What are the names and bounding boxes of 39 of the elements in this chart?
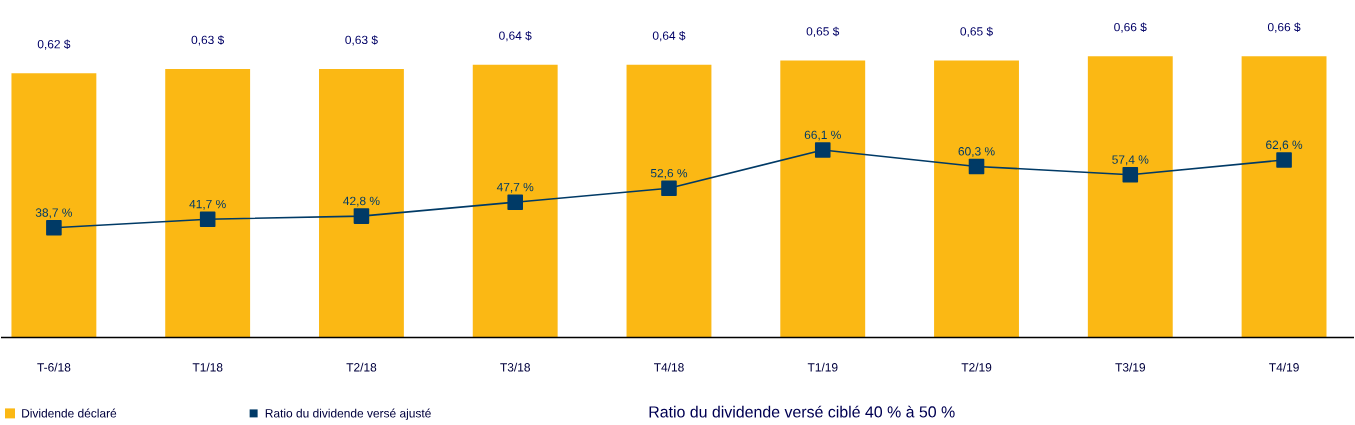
data-label: 0,66 $ [1114, 22, 1147, 33]
data-label: 57,4 % [1112, 155, 1149, 165]
x-tick-label: T2/19 [961, 362, 992, 372]
data-label: 41,7 % [189, 199, 226, 210]
legend-label: Dividende déclaré [22, 408, 117, 418]
point [199, 211, 216, 227]
point [814, 142, 831, 158]
data-label: 38,7 % [35, 208, 73, 219]
point [507, 194, 523, 210]
data-label: 0,64 $ [652, 30, 686, 42]
data-label: 0,63 $ [191, 35, 225, 46]
x-tick-label: T1/18 [192, 362, 223, 372]
x-tick-label: T4/18 [654, 362, 684, 372]
data-label: 0,63 $ [345, 35, 378, 46]
data-label: 0,65 $ [806, 26, 840, 37]
point [661, 180, 677, 196]
x-tick-label: T3/18 [500, 362, 530, 372]
point [1276, 151, 1292, 168]
legend-label: Ratio du dividende versé ajusté [265, 408, 431, 420]
data-label: 60,3 % [958, 146, 995, 157]
data-label: 42,8 % [343, 196, 380, 207]
point [46, 219, 62, 236]
x-tick-label: T1/19 [807, 362, 838, 372]
x-tick-label: T3/19 [1115, 362, 1146, 372]
data-label: 52,6 % [650, 168, 688, 179]
data-label: 62,6 % [1266, 140, 1303, 151]
data-label: 0,65 $ [960, 26, 993, 37]
data-label: 0,66 $ [1267, 22, 1301, 33]
point [353, 208, 370, 224]
data-label: 0,64 $ [499, 30, 532, 42]
point [1122, 166, 1139, 183]
x-tick-label: T-6/18 [37, 362, 71, 372]
data-label: 0,62 $ [37, 39, 71, 50]
x-tick-label: T2/18 [346, 362, 377, 372]
point [968, 158, 985, 175]
text: Ratio du dividende versé ciblé 40 % à 50 % [649, 405, 955, 418]
x-tick-label: T4/19 [1269, 362, 1299, 372]
data-label: 47,7 % [496, 182, 534, 193]
data-label: 66,1 % [804, 130, 841, 141]
